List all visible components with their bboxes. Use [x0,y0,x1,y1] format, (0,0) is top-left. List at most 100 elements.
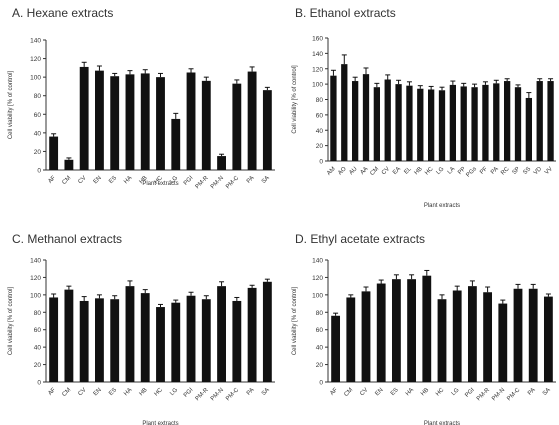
bar [232,83,242,170]
bar [536,81,543,161]
bar [407,279,417,382]
y-tick-label: 20 [34,149,42,156]
chart-title: B. Ethanol extracts [295,6,396,20]
category-label: PGI [183,387,195,399]
category-label: PGI [464,387,476,399]
y-tick-label: 100 [30,292,41,299]
y-tick-label: 0 [319,380,323,387]
bar [110,299,120,382]
category-label: EL [403,166,413,176]
category-label: EN [93,175,103,185]
category-label: VV [544,166,554,176]
category-label: PGI [183,175,195,187]
chart-title: D. Ethyl acetate extracts [295,232,426,246]
bar [79,300,89,382]
y-tick-label: 140 [30,38,41,45]
bar [467,286,477,382]
bar [125,286,135,382]
bar [547,81,554,161]
bar [449,84,457,161]
y-tick-label: 0 [37,380,41,387]
x-axis-label: Plant extracts [142,421,178,425]
bar [452,290,462,382]
category-label: RC [500,166,511,177]
bar [140,293,150,382]
y-tick-label: 40 [34,130,42,137]
y-tick-label: 120 [30,275,41,282]
category-label: ES [108,387,118,397]
bar [95,70,104,170]
category-label: PM-N [210,387,225,402]
ethanol-chart: 0 20 40 60 80 100 120 140 160 AM AO AU AA CM CV EA EL HB H… [292,36,556,209]
y-tick-label: 140 [312,258,323,265]
y-tick-label: 40 [34,345,42,352]
category-label: HA [123,387,133,397]
category-label: HC [154,387,165,398]
y-tick-label: 140 [30,258,41,265]
bar [438,90,446,161]
y-tick-label: 0 [37,168,41,175]
category-label: PM-R [476,387,492,403]
category-label: AM [326,166,337,177]
bar [361,291,371,382]
bar [171,118,181,170]
category-label: CV [381,166,391,176]
bar [513,288,523,382]
y-tick-label: 60 [316,327,324,334]
bar [201,299,211,382]
bar [384,79,391,161]
y-axis-label: Cell viability [% of control] [292,65,298,134]
bar [247,287,257,382]
category-label: HB [139,175,149,185]
category-label: HC [424,166,435,177]
category-label: PM-C [225,175,241,191]
bar [217,156,226,170]
bar [217,286,226,382]
category-label: CV [77,387,87,397]
category-label: SA [261,175,271,185]
bar [186,295,196,382]
y-tick-label: 80 [316,97,324,104]
bar [406,85,413,161]
bar [262,281,272,382]
bar [422,275,432,382]
y-tick-label: 60 [316,112,324,119]
category-label: AF [329,387,339,397]
category-label: PA [246,387,256,397]
category-label: EN [93,387,103,397]
y-axis-label: Cell viability [% of control] [292,286,298,355]
bar [427,89,435,161]
category-label: AU [348,166,358,176]
y-tick-label: 20 [316,143,324,150]
bar [64,159,74,170]
category-label: SA [261,387,271,397]
bar [483,292,493,382]
category-label: SA [542,387,552,397]
bar [262,90,272,170]
y-tick-label: 60 [34,112,42,119]
category-label: CM [61,175,72,186]
y-tick-label: 40 [316,128,324,135]
category-label: AA [360,166,370,176]
chart-title: A. Hexane extracts [12,6,114,20]
category-label: AO [337,166,348,177]
category-label: CV [359,387,369,397]
bar [156,307,165,382]
bar [503,81,511,161]
category-label: PF [479,166,489,176]
bar [79,66,89,170]
y-tick-label: 160 [312,36,323,43]
bar [391,279,401,382]
bar [460,86,467,161]
category-label: HA [123,175,133,185]
category-label: HB [414,166,424,176]
category-label: PM-R [195,387,211,403]
y-tick-label: 20 [316,362,324,369]
category-label: HB [139,387,149,397]
bar [201,80,211,170]
category-label: LG [169,387,179,397]
category-label: PP [457,166,467,176]
category-label: EA [392,166,402,176]
bar [395,84,402,161]
